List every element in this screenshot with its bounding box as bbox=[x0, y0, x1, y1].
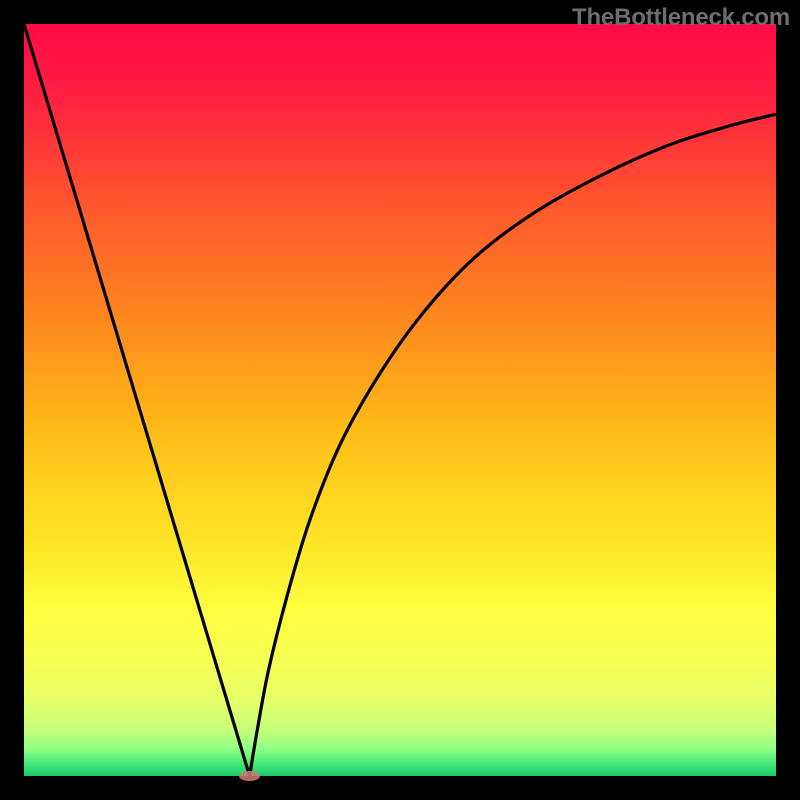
gradient-and-curve-svg bbox=[24, 24, 776, 776]
watermark-text: TheBottleneck.com bbox=[572, 4, 790, 32]
plot-area bbox=[24, 24, 776, 776]
